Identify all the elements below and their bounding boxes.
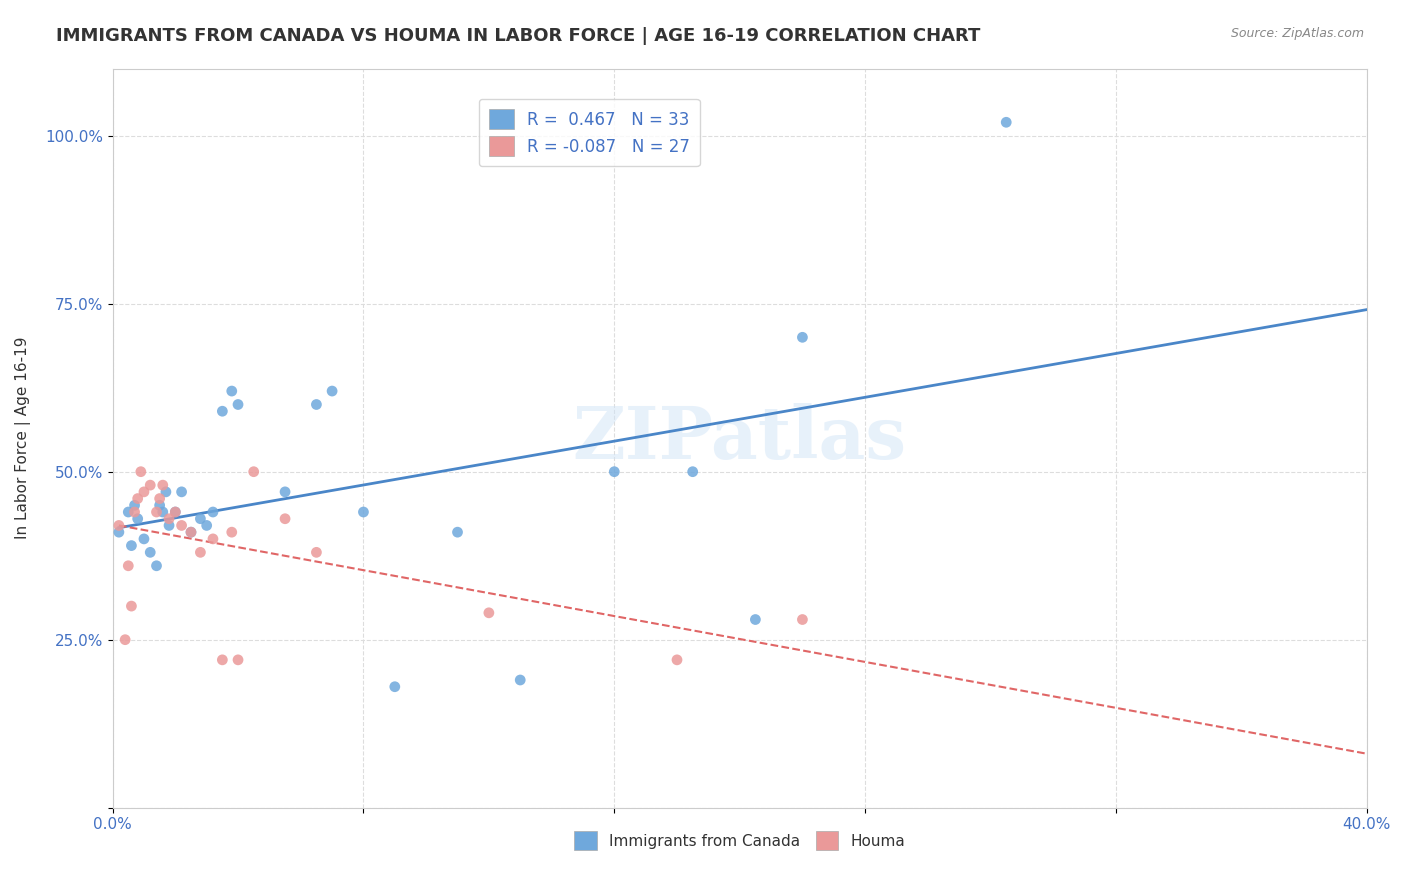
Point <box>478 606 501 620</box>
Point <box>139 478 162 492</box>
Point <box>221 525 243 540</box>
Point <box>242 465 264 479</box>
Point <box>157 518 180 533</box>
Point <box>152 505 174 519</box>
Legend: R =  0.467   N = 33, R = -0.087   N = 27: R = 0.467 N = 33, R = -0.087 N = 27 <box>478 99 700 167</box>
Point <box>666 653 689 667</box>
Point <box>321 384 343 398</box>
Point <box>114 632 136 647</box>
Y-axis label: In Labor Force | Age 16-19: In Labor Force | Age 16-19 <box>15 337 31 540</box>
Point <box>792 613 814 627</box>
Point <box>201 505 224 519</box>
Point <box>792 330 814 344</box>
Point <box>117 558 139 573</box>
Point <box>211 653 233 667</box>
Point <box>201 532 224 546</box>
Point <box>305 545 328 559</box>
Point <box>195 518 218 533</box>
Point <box>124 498 146 512</box>
Point <box>145 505 167 519</box>
Point <box>149 498 172 512</box>
Point <box>165 505 187 519</box>
Point <box>127 491 149 506</box>
Point <box>132 484 155 499</box>
Point <box>145 558 167 573</box>
Point <box>682 465 704 479</box>
Point <box>353 505 375 519</box>
Point <box>129 465 152 479</box>
Point <box>226 653 249 667</box>
Point <box>190 545 212 559</box>
Point <box>274 512 297 526</box>
Point <box>120 599 142 613</box>
Point <box>170 518 193 533</box>
Point <box>211 404 233 418</box>
Point <box>120 539 142 553</box>
Point <box>108 525 131 540</box>
Point <box>132 532 155 546</box>
Text: IMMIGRANTS FROM CANADA VS HOUMA IN LABOR FORCE | AGE 16-19 CORRELATION CHART: IMMIGRANTS FROM CANADA VS HOUMA IN LABOR… <box>56 27 980 45</box>
Point <box>180 525 202 540</box>
Point <box>108 518 131 533</box>
Point <box>509 673 531 687</box>
Point <box>190 512 212 526</box>
Point <box>221 384 243 398</box>
Point <box>124 505 146 519</box>
Text: Source: ZipAtlas.com: Source: ZipAtlas.com <box>1230 27 1364 40</box>
Point <box>157 512 180 526</box>
Point <box>446 525 468 540</box>
Point <box>152 478 174 492</box>
Point <box>603 465 626 479</box>
Point <box>170 484 193 499</box>
Point <box>226 397 249 411</box>
Point <box>165 505 187 519</box>
Point <box>995 115 1018 129</box>
Point <box>155 484 177 499</box>
Point <box>384 680 406 694</box>
Point <box>180 525 202 540</box>
Point <box>305 397 328 411</box>
Point <box>139 545 162 559</box>
Point <box>117 505 139 519</box>
Point <box>127 512 149 526</box>
Point <box>149 491 172 506</box>
Point <box>744 613 766 627</box>
Point <box>274 484 297 499</box>
Text: ZIPatlas: ZIPatlas <box>572 402 907 474</box>
